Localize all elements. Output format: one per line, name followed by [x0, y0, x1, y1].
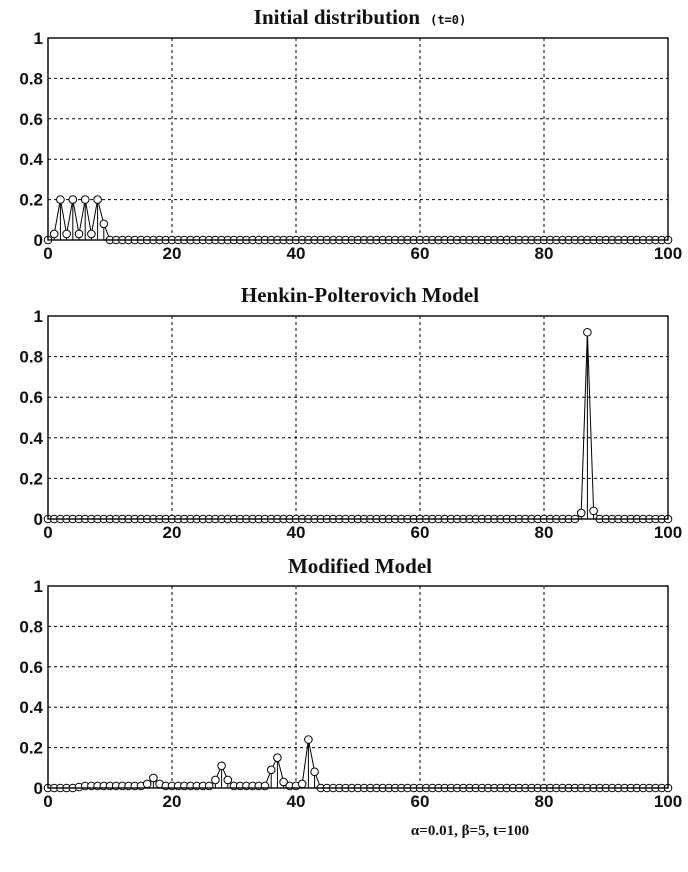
x-tick-label: 60: [411, 792, 430, 811]
panel-henkin-polterovich-model: Henkin-Polterovich Model 0 20 40 60 80 100 0 0.…: [19, 283, 682, 542]
x-tick-label: 0: [43, 792, 52, 811]
x-tick-label: 20: [163, 244, 182, 263]
y-tick-label: 0: [34, 510, 43, 529]
x-tick-label: 40: [287, 244, 306, 263]
x-tick-label: 60: [411, 244, 430, 263]
x-tick-label: 80: [535, 244, 554, 263]
y-tick-label: 0.4: [19, 150, 43, 169]
x-tick-label: 0: [43, 523, 52, 542]
y-tick-label: 0.6: [19, 110, 43, 129]
data-point: [149, 773, 158, 783]
data-point: [297, 779, 307, 789]
data-point: [49, 229, 59, 239]
data-point: [576, 508, 586, 518]
y-tick-label: 1: [34, 577, 43, 596]
data-point: [99, 219, 109, 229]
x-tick-label: 0: [43, 244, 52, 263]
panel-initial-distribution: Initial distribution (t=0) 0 20 40 60 80 100 0 0…: [19, 5, 682, 263]
series-line: [47, 199, 668, 241]
y-tick-label: 1: [34, 29, 43, 48]
x-tick-label: 60: [411, 523, 430, 542]
data-point: [266, 765, 276, 775]
x-tick-label: 80: [535, 523, 554, 542]
y-tick-label: 0: [34, 779, 43, 798]
data-point: [583, 327, 592, 337]
y-tick-label: 0.2: [19, 469, 43, 488]
footnote: α=0.01, β=5, t=100: [411, 823, 529, 839]
y-tick-label: 0.8: [19, 69, 43, 88]
plot-frame: [47, 315, 669, 520]
data-point: [142, 779, 152, 789]
data-point: [304, 735, 313, 744]
data-point: [310, 767, 319, 777]
y-tick-label: 1: [34, 307, 43, 326]
series-line: [48, 332, 668, 520]
x-tick-label: 40: [287, 523, 306, 542]
chart-title: Henkin-Polterovich Model: [241, 283, 479, 307]
series-line: [48, 739, 668, 789]
data-point: [217, 761, 226, 771]
data-point: [93, 195, 102, 204]
y-tick-label: 0.2: [19, 191, 43, 210]
y-tick-label: 0.4: [19, 429, 43, 448]
data-point: [87, 229, 96, 239]
x-tick-label: 100: [654, 792, 682, 811]
plot-frame: [47, 585, 669, 789]
data-point: [74, 229, 84, 239]
chart-title: Initial distribution (t=0): [254, 5, 466, 29]
data-point: [62, 229, 71, 239]
chart-title: Modified Model: [288, 554, 432, 578]
data-point: [80, 195, 90, 204]
x-tick-label: 40: [287, 792, 306, 811]
data-point: [279, 777, 288, 787]
x-tick-label: 100: [654, 244, 682, 263]
x-tick-label: 100: [654, 523, 682, 542]
data-point: [68, 195, 78, 204]
chart-title-note: (t=0): [430, 13, 466, 27]
y-tick-label: 0.8: [19, 617, 43, 636]
y-tick-label: 0.6: [19, 658, 43, 677]
y-tick-label: 0.8: [19, 348, 43, 367]
y-tick-label: 0.2: [19, 739, 43, 758]
y-tick-label: 0.6: [19, 388, 43, 407]
y-tick-label: 0.4: [19, 698, 43, 717]
data-point: [56, 195, 65, 204]
data-point: [211, 775, 220, 785]
data-point: [589, 506, 598, 516]
panel-modified-model: Modified Model 0 20 40 60 80 100 0 0.2 0.4 0.6 0.8…: [19, 554, 682, 811]
data-point: [223, 775, 233, 785]
data-point: [273, 753, 282, 763]
x-tick-label: 20: [163, 523, 182, 542]
x-tick-label: 20: [163, 792, 182, 811]
x-tick-label: 80: [535, 792, 554, 811]
y-tick-label: 0: [34, 231, 43, 250]
plot-frame: [47, 37, 669, 241]
